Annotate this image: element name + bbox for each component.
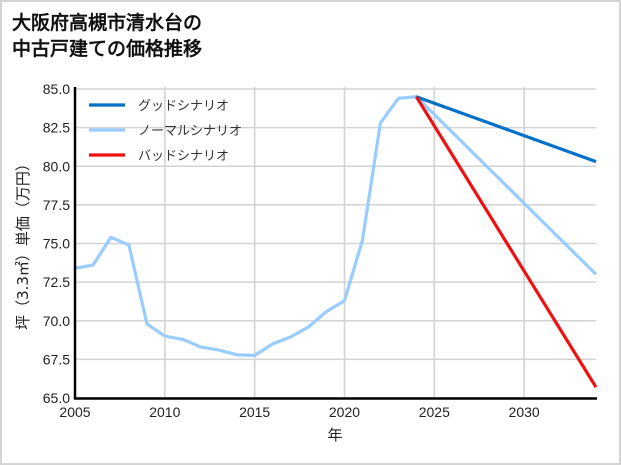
y-tick-label: 70.0 [43,313,70,329]
x-tick-label: 2010 [149,404,180,420]
x-tick-label: 2030 [509,404,540,420]
x-tick-label: 2015 [239,404,270,420]
legend-label: グッドシナリオ [138,99,229,114]
y-axis-label: 坪（3.3㎡）単価（万円） [14,156,32,330]
series-line-0 [415,95,597,164]
y-tick-label: 75.0 [43,236,70,252]
x-tick-labels: 2005 2010 2015 2020 2025 2030 [59,404,539,420]
legend-label: ノーマルシナリオ [138,124,242,139]
chart-title-line2: 中古戸建ての価格推移 [12,38,203,60]
x-tick-label: 2025 [419,404,450,420]
chart-title: 大阪府高槻市清水台の 中古戸建ての価格推移 [12,10,202,62]
legend-label: バッドシナリオ [138,149,229,164]
axes [73,87,597,400]
y-tick-label: 77.5 [43,197,70,213]
y-tick-label: 72.5 [43,274,70,290]
series-line-2 [414,95,598,389]
y-tick-label: 82.5 [43,120,70,136]
chart-title-line1: 大阪府高槻市清水台の [12,12,203,34]
series-lines [74,95,598,389]
x-axis-label: 年 [327,426,342,444]
y-tick-label: 65.0 [43,390,70,406]
x-tick-label: 2005 [59,404,90,420]
y-tick-label: 80.0 [43,158,70,174]
y-tick-labels: 65.0 67.5 70.0 72.5 75.0 77.5 80.0 82.5 85.0 [43,81,70,406]
y-tick-label: 67.5 [43,351,70,367]
x-tick-label: 2020 [329,404,360,420]
y-tick-label: 85.0 [43,81,70,97]
series-line-1 [74,95,598,358]
